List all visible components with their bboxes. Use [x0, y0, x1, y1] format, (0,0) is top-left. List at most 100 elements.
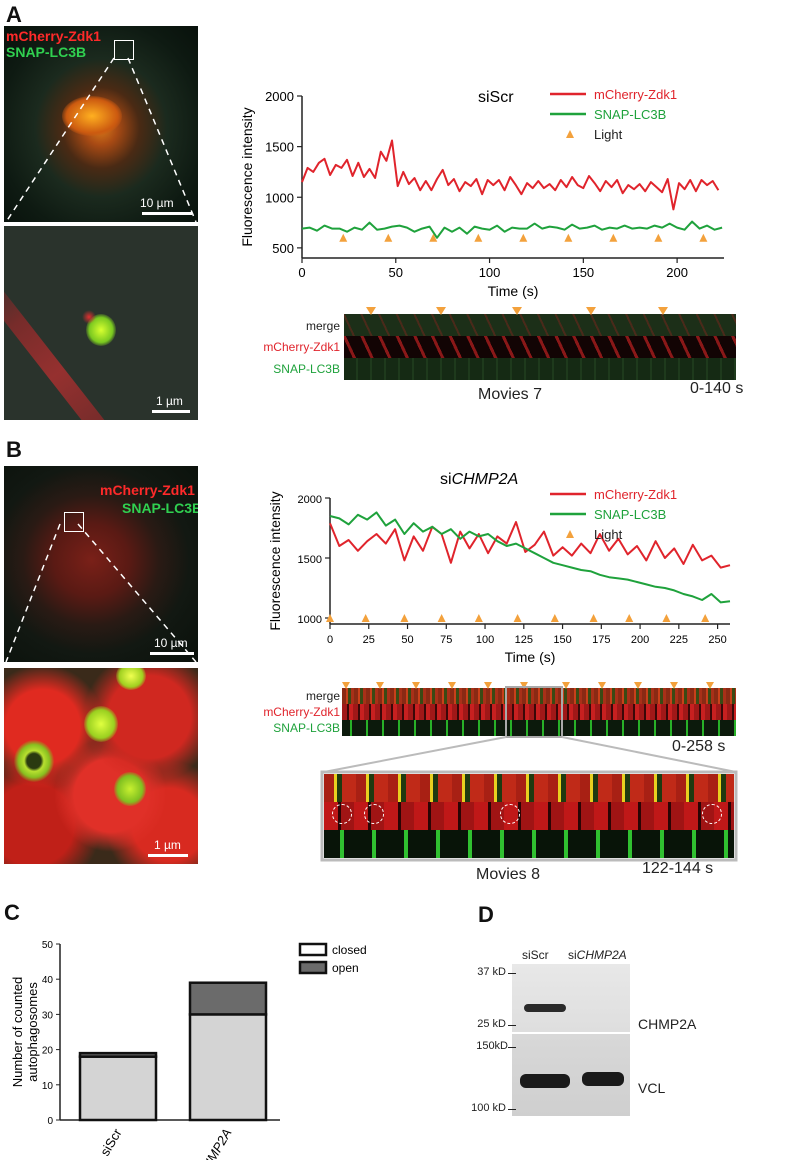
panel-letter-c: C — [4, 900, 20, 925]
legend-label: Light — [594, 527, 623, 542]
legend-label: mCherry-Zdk1 — [594, 87, 677, 102]
x-tick-label: 150 — [553, 634, 571, 646]
micro-a-label-red: mCherry-Zdk1 — [6, 28, 101, 44]
svg-text:autophagosomes: autophagosomes — [25, 982, 40, 1082]
light-marker — [474, 233, 483, 242]
kymograph-b — [342, 688, 736, 736]
light-marker — [654, 233, 663, 242]
scale-bar-a-top — [142, 212, 192, 215]
marker-25: 25 kD — [477, 1018, 506, 1030]
category-label: siCHMP2A — [190, 1126, 235, 1160]
legend-label: SNAP-LC3B — [594, 107, 666, 122]
light-marker — [474, 614, 483, 622]
scale-bar-a-bottom — [152, 410, 190, 413]
y-tick-label: 20 — [42, 1046, 54, 1057]
kymo-b-label-merge: merge — [305, 689, 340, 703]
panel-letter-a: A — [6, 2, 22, 27]
panel-letter-b: B — [6, 437, 22, 462]
x-tick-label: 100 — [476, 634, 494, 646]
marker-25-tick — [508, 1025, 516, 1026]
blot-lane-1: siScr — [522, 948, 549, 962]
kymo-b-label-red: mCherry-Zdk1 — [263, 705, 340, 719]
light-marker — [609, 233, 618, 242]
y-tick-label: 1500 — [298, 554, 322, 566]
kymo-b-zoom-time: 122-144 s — [642, 860, 714, 877]
series-line-mcherry — [301, 139, 720, 211]
micro-b-label-red: mCherry-Zdk1 — [100, 482, 195, 498]
series-line-snap — [301, 220, 723, 239]
micrograph-a-zoom: 1 µm — [4, 226, 198, 420]
x-tick-label: 100 — [479, 265, 501, 280]
light-marker — [326, 614, 334, 622]
series-line-mcherry — [329, 521, 731, 569]
x-tick-label: 0 — [327, 634, 333, 646]
light-marker — [564, 233, 573, 242]
x-tick-label: 50 — [401, 634, 413, 646]
light-marker — [519, 233, 528, 242]
chart-title: siCHMP2A — [440, 471, 518, 488]
kymo-b-label-green: SNAP-LC3B — [273, 721, 340, 735]
band-vcl-2 — [582, 1072, 624, 1086]
legend-marker-light — [566, 130, 574, 138]
scale-bar-b-bottom — [148, 854, 188, 857]
light-marker — [361, 614, 370, 622]
panel-letter-d: D — [478, 902, 494, 927]
scale-text-b-top: 10 µm — [154, 636, 188, 650]
kymo-a-label-green: SNAP-LC3B — [273, 362, 340, 376]
zoom-lines-a — [5, 57, 197, 223]
category-label: siScr — [97, 1125, 125, 1158]
kymo-b-zoom-connector — [320, 686, 738, 862]
micro-a-label-green: SNAP-LC3B — [6, 44, 87, 60]
micrograph-a-overview: mCherry-Zdk1 SNAP-LC3B 10 µm — [4, 26, 198, 222]
movie-caption-a: Movies 7 — [478, 386, 543, 403]
kymograph-b-zoom — [324, 774, 734, 858]
x-tick-label: 250 — [708, 634, 726, 646]
bar-closed — [78, 1055, 158, 1122]
marker-150: 150kD — [476, 1040, 508, 1052]
y-tick-label: 2000 — [265, 89, 294, 104]
marker-37: 37 kD — [477, 966, 506, 978]
kymo-a-label-red: mCherry-Zdk1 — [263, 340, 340, 354]
legend-label: mCherry-Zdk1 — [594, 487, 677, 502]
scale-text-a-top: 10 µm — [140, 196, 174, 210]
band-vcl-1 — [520, 1074, 570, 1088]
light-marker — [400, 614, 409, 622]
x-tick-label: 175 — [592, 634, 610, 646]
band-label-chmp2a: CHMP2A — [638, 1016, 697, 1032]
light-marker — [513, 614, 522, 622]
y-axis-label: Fluorescence intensity — [267, 491, 283, 630]
light-marker — [550, 614, 559, 622]
blot-bottom — [512, 1034, 630, 1116]
y-tick-label: 500 — [272, 241, 294, 256]
legend-swatch — [298, 960, 328, 975]
y-axis-label: Number of counted autophagosomes — [10, 977, 40, 1088]
light-marker — [339, 233, 348, 242]
y-tick-label: 0 — [47, 1116, 53, 1127]
kymo-a-label-merge: merge — [305, 319, 340, 333]
chart-a: 500 1000 1500 2000 0 50 100 150 200 Time (s) Fluor… — [239, 87, 724, 299]
marker-37-tick — [508, 973, 516, 974]
chart-b: 1000 1500 2000 0 25 50 75 100 125 150 175 200 225 250… — [267, 471, 731, 665]
x-tick-label: 125 — [515, 634, 533, 646]
bar-open — [188, 981, 268, 1016]
series-line-snap — [329, 511, 731, 604]
x-axis-label: Time (s) — [488, 283, 539, 299]
x-tick-label: 200 — [631, 634, 649, 646]
x-tick-label: 25 — [363, 634, 375, 646]
x-tick-label: 200 — [666, 265, 688, 280]
blot-top — [512, 964, 630, 1032]
y-tick-label: 1000 — [265, 190, 294, 205]
micrograph-b-overview: mCherry-Zdk1 SNAP-LC3B 10 µm — [4, 466, 198, 662]
legend-swatch — [298, 942, 328, 957]
marker-100-tick — [508, 1109, 516, 1110]
marker-100: 100 kD — [471, 1102, 506, 1114]
zoom-lines-b — [5, 523, 197, 663]
y-tick-label: 30 — [42, 1010, 54, 1021]
x-tick-label: 50 — [389, 265, 403, 280]
light-marker — [437, 614, 446, 622]
legend-label: Light — [594, 127, 623, 142]
svg-text:Number of counted: Number of counted — [10, 977, 25, 1088]
x-tick-label: 150 — [572, 265, 594, 280]
scale-text-a-bottom: 1 µm — [156, 394, 183, 408]
bar-open — [78, 1051, 158, 1058]
